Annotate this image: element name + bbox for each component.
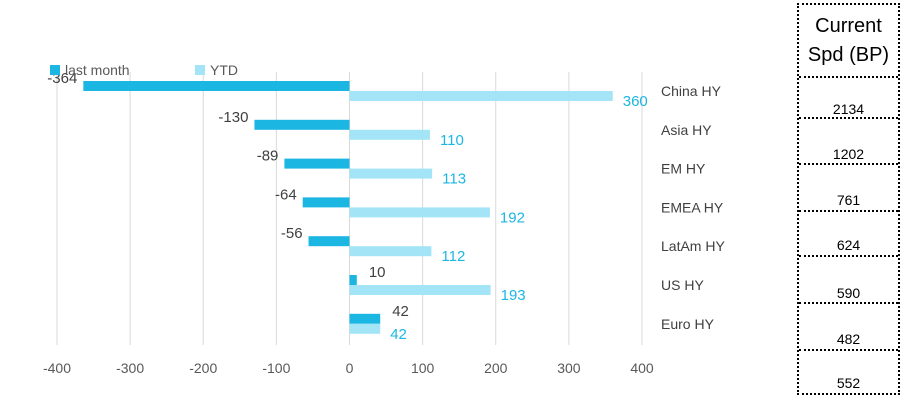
side-table-divider [799,163,898,165]
category-label: EM HY [661,161,706,177]
side-table-divider [799,117,898,119]
category-labels: China HY Asia HY EM HY EMEA HY LatAm HY US HY… [661,83,725,332]
data-label-ytd: 112 [441,248,465,265]
data-label-last-month: 42 [392,303,409,320]
side-table-cell-4: 624 [836,237,861,253]
data-label-ytd: 113 [442,171,466,188]
side-table-cell-6: 482 [836,331,861,347]
x-tick-label: 200 [484,360,508,376]
side-table-cell-2: 1202 [832,146,865,162]
data-label-last-month: -56 [281,225,303,242]
side-table-cell-5: 590 [836,285,861,301]
side-table-divider [799,76,898,78]
data-label-ytd: 110 [440,132,464,149]
bar-ytd [349,246,432,257]
category-label: US HY [661,277,704,293]
data-label-ytd: 192 [500,209,525,226]
bar-last-month [284,158,350,169]
data-label-last-month: 10 [369,264,386,281]
data-label-ytd: 193 [501,287,526,304]
side-table-divider [799,210,898,212]
legend-item-ytd: YTD [195,62,238,78]
x-tick-label: -400 [43,360,71,376]
legend-swatch-ytd [195,65,205,75]
legend-swatch-last-month [50,65,60,75]
bar-last-month [254,119,350,130]
data-labels: -364360-130110-89113-64192-5611210193424… [47,70,647,343]
bar-last-month [349,313,381,324]
category-label: EMEA HY [661,199,724,215]
data-label-ytd: 42 [390,326,407,343]
side-table-cell-7: 552 [836,375,861,391]
side-table-cell-1: 2134 [832,101,865,117]
category-label: Euro HY [661,316,715,332]
side-table-divider [799,255,898,257]
bar-last-month [83,81,350,91]
category-label: China HY [661,83,722,99]
side-table-header-line-1: Current [815,15,882,37]
x-tick-label: -300 [116,360,144,376]
bar-ytd [349,207,490,218]
category-label: Asia HY [661,122,712,138]
x-tick-label: -200 [189,360,217,376]
side-table-cell-3: 761 [836,192,861,208]
side-table-divider [799,349,898,351]
bar-ytd [349,91,613,101]
data-label-last-month: -130 [218,109,248,126]
x-tick-label: 100 [411,360,435,376]
category-label: LatAm HY [661,238,725,254]
x-tick-label: 300 [557,360,581,376]
legend-label-last-month: last month [65,62,130,78]
x-tick-label: 0 [346,360,354,376]
data-label-last-month: -64 [275,186,297,203]
bars [83,81,613,334]
bar-last-month [302,197,350,208]
data-label-ytd: 360 [623,93,648,110]
legend: last month YTD [50,62,310,80]
current-spread-table: Current Spd (BP) 2134 1202 761 624 590 4… [797,3,900,395]
bar-ytd [349,129,430,140]
bar-last-month [349,275,357,285]
side-table-divider [799,302,898,304]
bar-ytd [349,323,381,334]
x-tick-label: -100 [262,360,290,376]
side-table-header: Current Spd (BP) [799,5,898,77]
bar-ytd [349,168,433,179]
legend-item-last-month: last month [50,62,130,78]
data-label-last-month: -89 [257,148,279,165]
legend-label-ytd: YTD [210,62,238,78]
side-table-header-line-2: Spd (BP) [807,44,890,66]
chart-area: -364360-130110-89113-64192-5611210193424… [43,70,725,376]
bar-last-month [308,236,350,247]
bar-ytd [349,285,491,295]
x-tick-label: 400 [630,360,654,376]
x-axis-ticks: -400 -300 -200 -100 0 100 200 300 400 [43,360,654,376]
